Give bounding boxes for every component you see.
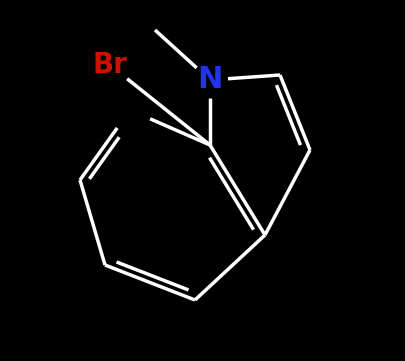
Text: N: N	[197, 65, 222, 95]
Text: Br: Br	[92, 51, 127, 79]
